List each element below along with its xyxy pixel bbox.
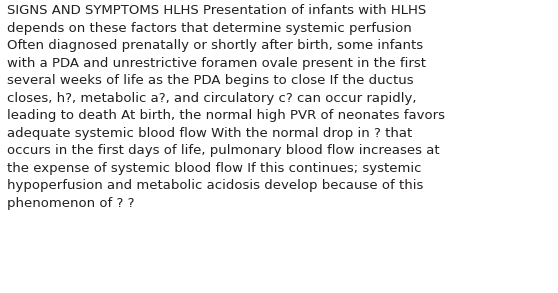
Text: SIGNS AND SYMPTOMS HLHS Presentation of infants with HLHS
depends on these facto: SIGNS AND SYMPTOMS HLHS Presentation of … <box>7 4 445 210</box>
